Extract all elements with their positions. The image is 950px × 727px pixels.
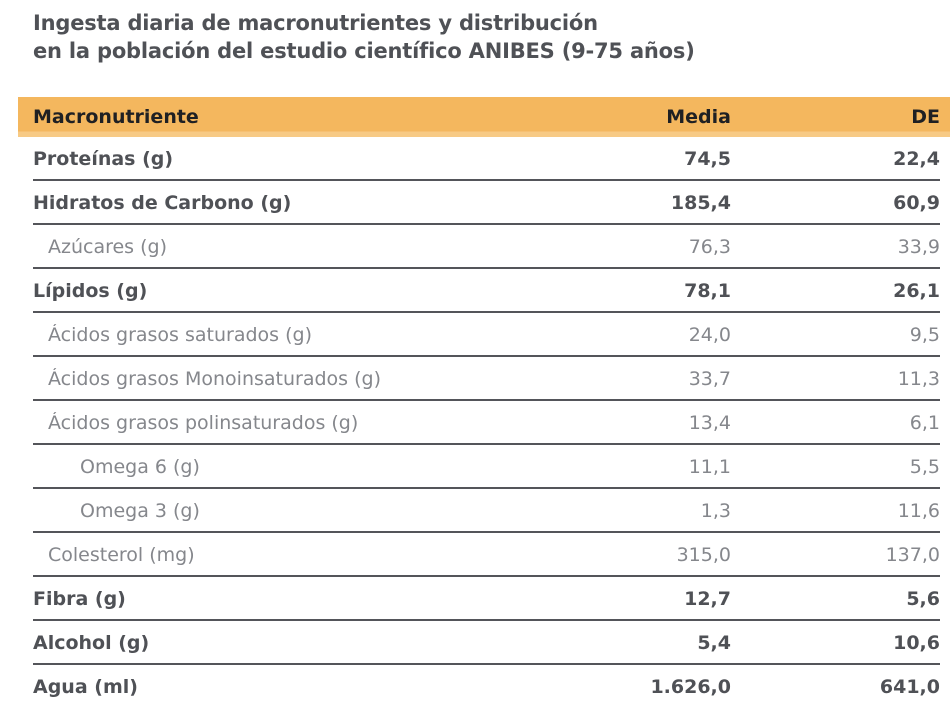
macronutrient-label: Alcohol (g): [33, 632, 150, 654]
de-value: 33,9: [897, 236, 940, 258]
table-row: Ácidos grasos Monoinsaturados (g) 33,7 1…: [18, 357, 950, 401]
de-value: 5,6: [906, 588, 940, 610]
media-value: 12,7: [684, 588, 731, 610]
macronutrient-label: Ácidos grasos saturados (g): [48, 324, 312, 346]
macronutrient-label: Fibra (g): [33, 588, 126, 610]
macronutrient-label: Omega 6 (g): [80, 456, 200, 478]
macronutrient-label: Colesterol (mg): [48, 544, 195, 566]
de-value: 26,1: [893, 280, 940, 302]
media-value: 11,1: [688, 456, 731, 478]
media-value: 185,4: [670, 192, 731, 214]
header-macronutriente: Macronutriente: [33, 106, 199, 128]
media-value: 78,1: [684, 280, 731, 302]
page-title-line1: Ingesta diaria de macronutrientes y dist…: [33, 11, 598, 35]
header-de: DE: [911, 106, 940, 128]
table-row: Colesterol (mg) 315,0 137,0: [18, 533, 950, 577]
media-value: 315,0: [676, 544, 731, 566]
macronutrient-label: Omega 3 (g): [80, 500, 200, 522]
media-value: 1.626,0: [650, 676, 731, 698]
macronutrient-label: Ácidos grasos polinsaturados (g): [48, 412, 359, 434]
header-media: Media: [666, 106, 731, 128]
macronutrient-label: Azúcares (g): [48, 236, 168, 258]
media-value: 13,4: [688, 412, 731, 434]
media-value: 33,7: [688, 368, 731, 390]
table-row: Agua (ml) 1.626,0 641,0: [18, 665, 950, 709]
macronutrient-label: Ácidos grasos Monoinsaturados (g): [48, 368, 381, 390]
table-row: Omega 6 (g) 11,1 5,5: [18, 445, 950, 489]
de-value: 5,5: [909, 456, 940, 478]
page-title: Ingesta diaria de macronutrientes y dist…: [33, 9, 950, 65]
table-row: Proteínas (g) 74,5 22,4: [18, 137, 950, 181]
media-value: 24,0: [688, 324, 731, 346]
de-value: 137,0: [885, 544, 940, 566]
de-value: 641,0: [879, 676, 940, 698]
table-row: Azúcares (g) 76,3 33,9: [18, 225, 950, 269]
table-body: Proteínas (g) 74,5 22,4 Hidratos de Carb…: [18, 137, 950, 709]
media-value: 74,5: [684, 148, 731, 170]
de-value: 9,5: [909, 324, 940, 346]
macronutrient-label: Agua (ml): [33, 676, 138, 698]
de-value: 11,3: [897, 368, 940, 390]
de-value: 11,6: [897, 500, 940, 522]
macronutrient-label: Hidratos de Carbono (g): [33, 192, 292, 214]
de-value: 60,9: [893, 192, 940, 214]
media-value: 76,3: [688, 236, 731, 258]
table-row: Omega 3 (g) 1,3 11,6: [18, 489, 950, 533]
table-header-row: Macronutriente Media DE: [18, 97, 950, 137]
table-row: Alcohol (g) 5,4 10,6: [18, 621, 950, 665]
macronutrients-table: Macronutriente Media DE Proteínas (g) 74…: [18, 97, 950, 709]
de-value: 10,6: [893, 632, 940, 654]
de-value: 6,1: [909, 412, 940, 434]
table-row: Ácidos grasos polinsaturados (g) 13,4 6,…: [18, 401, 950, 445]
macronutrient-label: Lípidos (g): [33, 280, 148, 302]
media-value: 1,3: [700, 500, 731, 522]
media-value: 5,4: [697, 632, 731, 654]
table-row: Fibra (g) 12,7 5,6: [18, 577, 950, 621]
table-row: Lípidos (g) 78,1 26,1: [18, 269, 950, 313]
table-row: Ácidos grasos saturados (g) 24,0 9,5: [18, 313, 950, 357]
de-value: 22,4: [893, 148, 940, 170]
page-title-line2: en la población del estudio científico A…: [33, 39, 695, 63]
macronutrient-label: Proteínas (g): [33, 148, 174, 170]
table-row: Hidratos de Carbono (g) 185,4 60,9: [18, 181, 950, 225]
